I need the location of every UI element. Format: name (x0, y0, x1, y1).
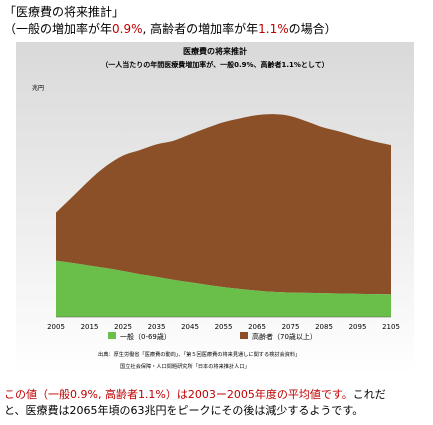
source-line-2: 国立社会保障・人口問題研究所「日本の将来推計人口」 (120, 362, 250, 370)
chart-container: 医療費の将来推計 （一人当たりの年間医療費増加率が、一般0.9%、高齢者1.1%… (16, 42, 414, 374)
page-subtitle: （一般の増加率が年0.9%, 高齢者の増加率が年1.1%の場合） (4, 22, 337, 37)
note-line-2: と、医療費は2065年頃の63兆円をピークにその後は減少するようです。 (4, 404, 364, 417)
note-line-1-black: これだ (352, 388, 386, 401)
legend-swatch-2 (240, 332, 248, 339)
chart-subtitle: （一人当たりの年間医療費増加率が、一般0.9%、高齢者1.1%として） (101, 60, 328, 69)
x-tick-label: 2025 (114, 323, 132, 331)
x-tick-label: 2035 (148, 323, 166, 331)
note-line-1: この値（一般0.9%, 高齢者1.1%）は2003ー2005年度の平均値です。こ… (4, 387, 386, 402)
y-axis-unit-label: 兆円 (32, 84, 44, 92)
chart-title: 医療費の将来推計 (183, 46, 247, 56)
subtitle-mid: , 高齢者の増加率が年 (142, 22, 259, 36)
x-tick-label: 2045 (181, 323, 199, 331)
x-tick-label: 2005 (47, 323, 65, 331)
legend-label-2: 高齢者（70歳以上） (252, 332, 317, 341)
note-line-1-red: この値（一般0.9%, 高齢者1.1%）は2003ー2005年度の平均値です。 (4, 388, 353, 401)
x-tick-label: 2105 (382, 323, 400, 331)
rate-elderly: 1.1% (258, 22, 289, 36)
rate-general: 0.9% (112, 22, 143, 36)
x-tick-label: 2015 (81, 323, 99, 331)
x-tick-label: 2075 (282, 323, 300, 331)
subtitle-suffix: の場合） (288, 22, 337, 36)
x-tick-label: 2095 (349, 323, 367, 331)
legend-label-1: 一般（0-69歳） (120, 332, 171, 341)
source-line-1: 出典：厚生労働省「医療費の動向」、「第５回医療費の将来見通しに関する検討会資料」 (98, 350, 300, 358)
subtitle-prefix: （一般の増加率が年 (4, 22, 113, 36)
medical-cost-chart: 医療費の将来推計 （一人当たりの年間医療費増加率が、一般0.9%、高齢者1.1%… (16, 42, 414, 374)
area-series-2 (56, 114, 391, 295)
x-tick-label: 2055 (215, 323, 233, 331)
page-title: 「医療費の将来推計」 (4, 5, 125, 19)
area-series-1 (56, 260, 391, 317)
legend-swatch-1 (108, 332, 116, 339)
x-tick-label: 2065 (248, 323, 266, 331)
x-tick-label: 2085 (315, 323, 333, 331)
